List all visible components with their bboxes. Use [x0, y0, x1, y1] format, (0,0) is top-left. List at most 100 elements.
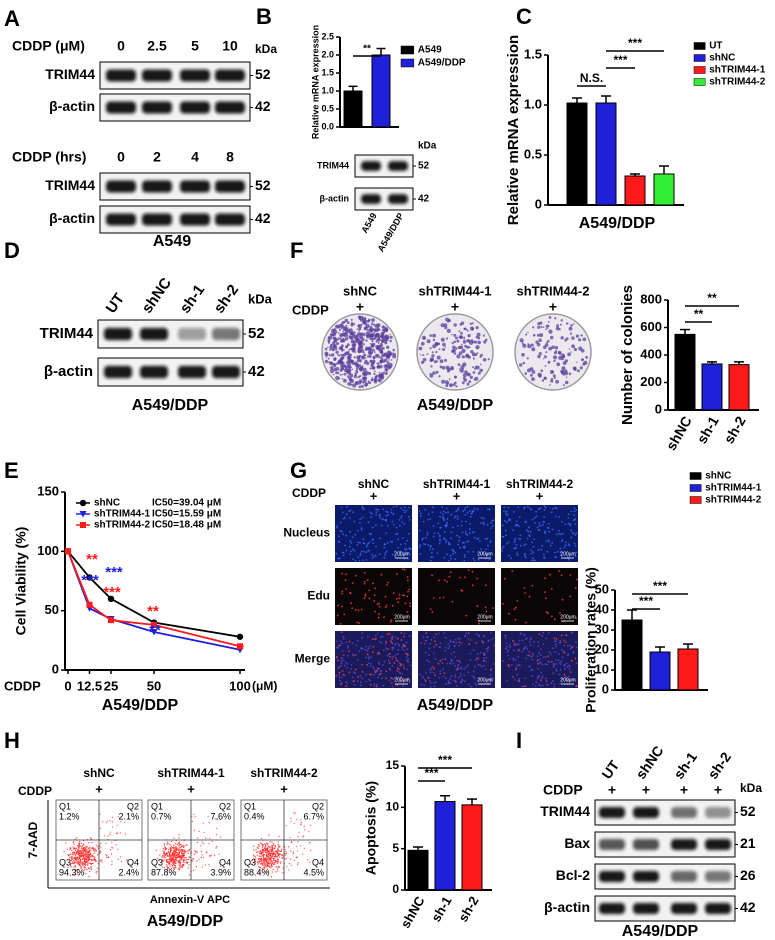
event-dot [167, 858, 169, 861]
event-dot [89, 870, 91, 873]
edu-dot [460, 589, 463, 592]
nucleus-dot [429, 559, 432, 562]
edu-dot [396, 667, 399, 670]
nucleus-dot [555, 659, 557, 661]
blot-band [178, 365, 206, 379]
protein-label: Bcl-2 [556, 867, 590, 883]
colony [363, 379, 367, 384]
edu-dot [515, 606, 517, 609]
colony [542, 326, 545, 328]
nucleus-dot [472, 670, 475, 673]
nucleus-dot [423, 684, 425, 687]
nucleus-dot [536, 660, 539, 663]
colony [390, 352, 393, 355]
event-dot [88, 858, 90, 860]
edu-dot [402, 644, 405, 647]
nucleus-dot [508, 643, 511, 646]
colony [376, 348, 379, 350]
colony [476, 332, 481, 337]
nucleus-dot [518, 516, 521, 518]
nucleus-dot [408, 519, 411, 521]
edu-dot [524, 685, 527, 688]
edu-dot [387, 581, 389, 584]
nucleus-dot [430, 682, 432, 684]
colony [464, 327, 467, 330]
quadrant-value: 94.3% [59, 867, 85, 877]
nucleus-dot [466, 505, 469, 508]
event-dot [268, 860, 270, 862]
nucleus-dot [458, 539, 461, 542]
nucleus-dot [444, 636, 447, 639]
edu-dot [575, 617, 577, 619]
colony [342, 364, 346, 367]
nucleus-dot [523, 544, 525, 546]
edu-dot [563, 651, 566, 654]
colony [327, 357, 330, 360]
nucleus-dot [536, 526, 539, 529]
event-dot [112, 847, 114, 849]
bar [371, 54, 391, 128]
colony [362, 371, 367, 376]
bar [624, 175, 646, 206]
event-dot [267, 845, 269, 847]
colony [526, 357, 529, 360]
nucleus-dot [400, 543, 402, 546]
nucleus-dot [516, 673, 518, 676]
colony [432, 371, 436, 375]
event-dot [219, 865, 222, 868]
nucleus-dot [405, 656, 408, 658]
edu-dot [361, 670, 364, 673]
nucleus-dot [349, 530, 352, 533]
event-dot [87, 857, 89, 859]
nucleus-dot [575, 509, 577, 512]
nucleus-dot [355, 644, 358, 647]
nucleus-dot [534, 559, 536, 562]
nucleus-dot [418, 510, 421, 512]
nucleus-dot [474, 682, 477, 685]
edu-dot [512, 639, 514, 642]
nucleus-dot [517, 506, 520, 509]
event-dot [87, 860, 89, 863]
event-dot [257, 861, 259, 863]
nucleus-dot [569, 523, 572, 525]
nucleus-dot [442, 675, 445, 678]
event-dot [273, 863, 275, 866]
panel-letter: D [4, 238, 20, 263]
edu-dot [385, 604, 388, 607]
nucleus-dot [530, 559, 533, 562]
colony [369, 343, 372, 345]
event-dot [269, 851, 272, 853]
event-dot [185, 861, 187, 864]
edu-dot [485, 610, 488, 613]
colony [329, 361, 334, 366]
nucleus-dot [543, 553, 545, 556]
edu-dot [393, 662, 396, 664]
edu-dot [400, 680, 403, 682]
nucleus-dot [397, 643, 400, 645]
protein-label: TRIM44 [40, 325, 94, 342]
scale-bar-label: 200μm [477, 677, 492, 683]
bar [677, 648, 699, 691]
colony [552, 374, 556, 378]
colony [338, 328, 342, 331]
nucleus-dot [399, 554, 402, 557]
event-dot [186, 858, 188, 861]
colony [330, 366, 334, 370]
edu-dot [378, 613, 380, 616]
event-dot [180, 864, 182, 867]
edu-dot [443, 672, 446, 674]
nucleus-dot [473, 559, 476, 562]
event-dot [268, 856, 270, 859]
scale-bar-label: 200μm [394, 677, 409, 683]
nucleus-dot [392, 553, 394, 556]
nucleus-dot [532, 551, 535, 554]
nucleus-dot [516, 554, 519, 556]
nucleus-dot [532, 653, 535, 656]
event-dot [280, 848, 283, 850]
event-dot [207, 815, 209, 817]
event-dot [75, 837, 78, 839]
quadrant-value: 0.4% [244, 811, 265, 821]
nucleus-dot [344, 681, 347, 683]
y-tick-label: 15 [386, 758, 400, 772]
event-dot [183, 849, 185, 851]
